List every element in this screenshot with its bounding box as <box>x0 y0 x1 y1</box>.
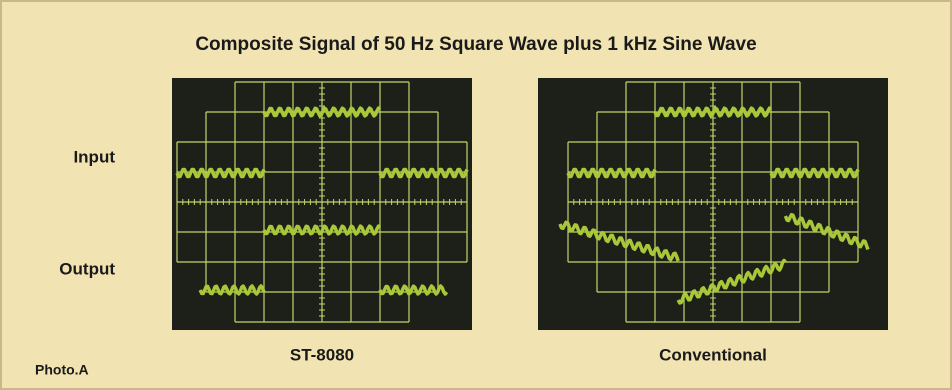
title: Composite Signal of 50 Hz Square Wave pl… <box>195 34 756 55</box>
waveform <box>264 108 380 116</box>
row-label: Output <box>59 259 115 278</box>
panel-caption: Conventional <box>659 345 767 364</box>
photo-label: Photo.A <box>35 362 89 378</box>
waveform <box>655 108 771 116</box>
figure: Composite Signal of 50 Hz Square Wave pl… <box>0 0 952 390</box>
waveform <box>200 286 264 294</box>
page: Composite Signal of 50 Hz Square Wave pl… <box>0 0 952 390</box>
panel-caption: ST-8080 <box>290 345 354 364</box>
waveform <box>264 226 380 234</box>
row-label: Input <box>73 147 115 166</box>
